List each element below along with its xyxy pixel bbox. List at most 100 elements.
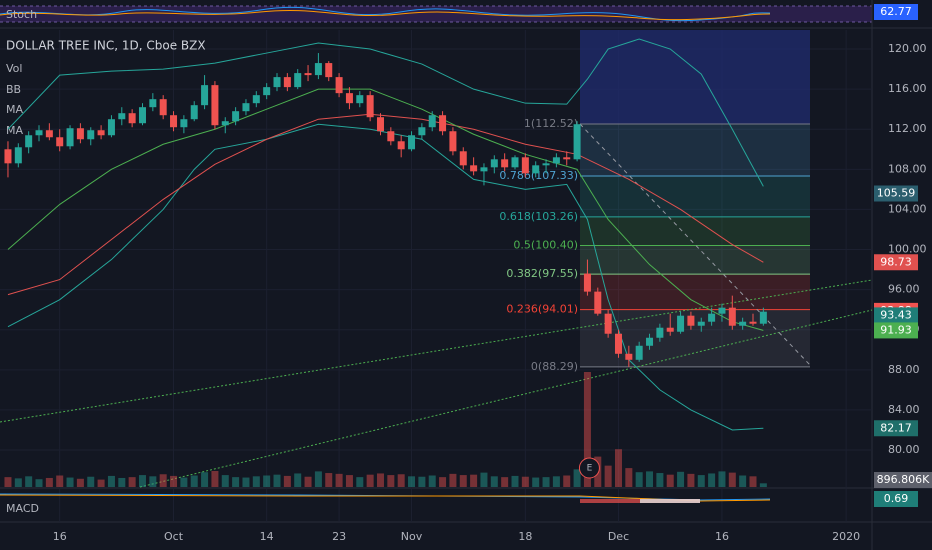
stoch-value: 62.77	[880, 5, 912, 18]
indicator-line	[7, 113, 764, 296]
volume-bar	[45, 477, 53, 487]
volume-bar	[542, 477, 550, 487]
candle-body	[614, 333, 622, 354]
candle-body	[428, 115, 436, 128]
volume-bar	[708, 473, 716, 487]
volume-bar	[221, 475, 229, 487]
trend-line	[139, 309, 873, 488]
volume-bar	[335, 473, 343, 487]
volume-bar	[87, 476, 95, 487]
candle-body	[749, 321, 757, 324]
stoch-d	[0, 10, 771, 21]
candle-body	[211, 85, 219, 126]
candle-body	[325, 63, 333, 78]
volume-bar	[97, 479, 105, 487]
fib-band	[580, 274, 810, 310]
volume-bar	[614, 449, 622, 487]
indicator-label: MA	[6, 124, 23, 137]
x-tick-label: 16	[53, 530, 67, 543]
candle-body	[304, 73, 312, 76]
candle-body	[273, 77, 281, 88]
volume-bar	[252, 476, 260, 487]
candle-body	[263, 87, 271, 96]
stoch-k	[0, 6, 771, 22]
candle-body	[149, 99, 157, 108]
fib-label: 1(112.52)	[524, 117, 578, 130]
volume-bar	[356, 477, 364, 487]
candle-body	[221, 121, 229, 126]
fib-label: 0.236(94.01)	[506, 303, 578, 316]
candle-body	[35, 130, 43, 136]
y-tick-label: 88.00	[888, 363, 920, 376]
candle-body	[107, 119, 115, 136]
fib-label: 0.618(103.26)	[499, 210, 578, 223]
volume-bar	[604, 465, 612, 487]
candle-body	[739, 321, 747, 326]
volume-bar	[232, 477, 240, 487]
candle-body	[180, 119, 188, 128]
price-tag-label: 82.17	[880, 421, 912, 434]
volume-bar	[170, 475, 178, 487]
volume-bar	[325, 473, 333, 487]
volume-bar	[583, 372, 591, 487]
volume-bar	[149, 476, 157, 487]
candle-body	[511, 157, 519, 168]
candle-body	[552, 157, 560, 164]
volume-bar	[739, 475, 747, 487]
volume-bar	[532, 477, 540, 487]
candle-body	[656, 327, 664, 338]
candle-body	[708, 313, 716, 322]
volume-bar	[728, 472, 736, 487]
candle-body	[480, 167, 488, 172]
y-tick-label: 108.00	[888, 162, 927, 175]
candle-body	[190, 105, 198, 120]
volume-bar	[687, 473, 695, 487]
volume-bar	[159, 474, 167, 487]
fib-extension-box	[580, 30, 810, 125]
y-tick-label: 104.00	[888, 202, 927, 215]
fib-label: 0.5(100.40)	[513, 239, 578, 252]
chart-title: DOLLAR TREE INC, 1D, Cboe BZX	[6, 39, 206, 53]
macd-signal	[0, 494, 771, 502]
macd-histogram	[640, 499, 700, 503]
price-tag	[874, 185, 918, 202]
price-tag	[874, 254, 918, 271]
candle-body	[625, 353, 633, 360]
candle-body	[542, 163, 550, 166]
stoch-tag	[874, 4, 918, 20]
candle-body	[646, 337, 654, 346]
price-tag	[874, 420, 918, 437]
candle-body	[87, 130, 95, 140]
volume-tag	[874, 472, 932, 488]
macd-tag	[874, 491, 918, 507]
volume-bar	[107, 475, 115, 487]
fib-band	[580, 245, 810, 275]
volume-bar	[552, 476, 560, 487]
volume-bar	[118, 477, 126, 487]
fib-band	[580, 176, 810, 217]
candle-body	[25, 135, 33, 148]
candle-body	[532, 165, 540, 174]
volume-bar	[56, 475, 64, 487]
volume-bar	[521, 476, 529, 487]
candle-body	[376, 117, 384, 132]
volume-bar	[635, 472, 643, 487]
candle-body	[573, 124, 581, 160]
volume-bar	[294, 473, 302, 487]
volume-bar	[646, 471, 654, 487]
volume-bar	[439, 477, 447, 487]
volume-bar	[677, 471, 685, 487]
volume-bar	[563, 475, 571, 487]
indicator-label: Vol	[6, 62, 22, 75]
candle-body	[728, 307, 736, 326]
x-tick-label: 14	[260, 530, 274, 543]
price-tag	[874, 322, 918, 339]
candle-body	[759, 311, 767, 324]
macd-line	[0, 493, 771, 501]
indicator-line	[7, 123, 764, 431]
x-tick-label: 18	[518, 530, 532, 543]
volume-bar	[263, 475, 271, 487]
volume-bar	[490, 476, 498, 487]
volume-bar	[25, 476, 33, 487]
